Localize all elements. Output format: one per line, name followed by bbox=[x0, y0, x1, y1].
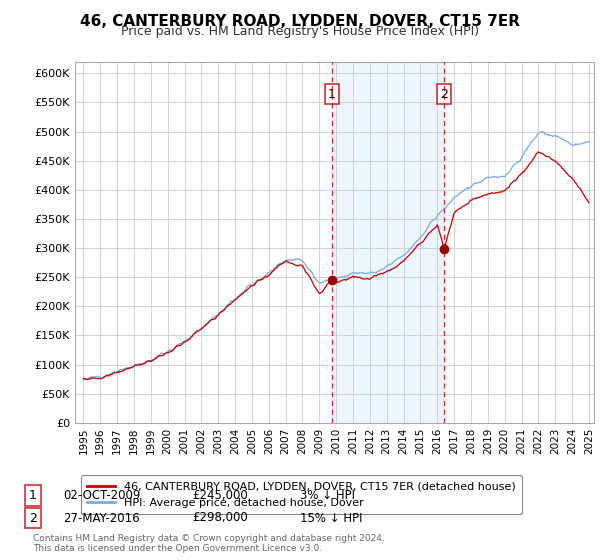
Text: 2: 2 bbox=[440, 87, 448, 101]
Bar bbox=[332, 62, 445, 423]
Text: £298,000: £298,000 bbox=[192, 511, 248, 525]
Text: 3% ↓ HPI: 3% ↓ HPI bbox=[300, 489, 355, 502]
Text: Price paid vs. HM Land Registry's House Price Index (HPI): Price paid vs. HM Land Registry's House … bbox=[121, 25, 479, 38]
Text: 2: 2 bbox=[29, 511, 37, 525]
Legend: 46, CANTERBURY ROAD, LYDDEN, DOVER, CT15 7ER (detached house), HPI: Average pric: 46, CANTERBURY ROAD, LYDDEN, DOVER, CT15… bbox=[80, 475, 523, 514]
Text: Contains HM Land Registry data © Crown copyright and database right 2024.
This d: Contains HM Land Registry data © Crown c… bbox=[33, 534, 385, 553]
Text: 1: 1 bbox=[29, 489, 37, 502]
Text: 15% ↓ HPI: 15% ↓ HPI bbox=[300, 511, 362, 525]
Text: 1: 1 bbox=[328, 87, 336, 101]
Text: £245,000: £245,000 bbox=[192, 489, 248, 502]
Text: 27-MAY-2016: 27-MAY-2016 bbox=[63, 511, 140, 525]
Text: 46, CANTERBURY ROAD, LYDDEN, DOVER, CT15 7ER: 46, CANTERBURY ROAD, LYDDEN, DOVER, CT15… bbox=[80, 14, 520, 29]
Text: 02-OCT-2009: 02-OCT-2009 bbox=[63, 489, 140, 502]
